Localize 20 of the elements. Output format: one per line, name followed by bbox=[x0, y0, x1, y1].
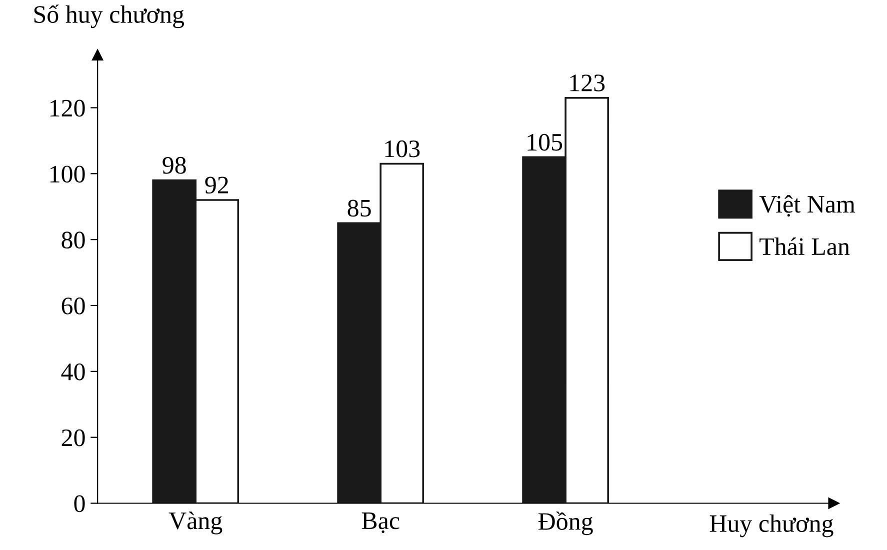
data-label: 123 bbox=[570, 74, 605, 92]
x-tick-label: Bạc bbox=[362, 512, 400, 534]
data-label: 103 bbox=[385, 140, 420, 158]
y-tick-label: 100 bbox=[50, 166, 85, 183]
x-tick-label: Vàng bbox=[168, 512, 222, 534]
data-label: 92 bbox=[205, 176, 228, 194]
x-tick-label: Đồng bbox=[538, 512, 593, 536]
data-label: 105 bbox=[528, 134, 562, 151]
y-tick-label: 80 bbox=[62, 232, 85, 248]
x-axis-title: Huy chương bbox=[710, 514, 834, 538]
data-label: 98 bbox=[162, 156, 186, 174]
y-axis-title: Số huy chương bbox=[34, 4, 184, 28]
y-tick-label: 20 bbox=[62, 429, 85, 446]
y-tick-label: 60 bbox=[62, 298, 85, 314]
legend-label: Thái Lan bbox=[760, 237, 850, 256]
y-tick-label: 40 bbox=[61, 363, 85, 380]
legend-label: Việt Nam bbox=[759, 195, 856, 217]
y-tick-label: 0 bbox=[74, 495, 85, 512]
data-label: 85 bbox=[348, 200, 371, 217]
y-tick-label: 120 bbox=[50, 100, 85, 117]
